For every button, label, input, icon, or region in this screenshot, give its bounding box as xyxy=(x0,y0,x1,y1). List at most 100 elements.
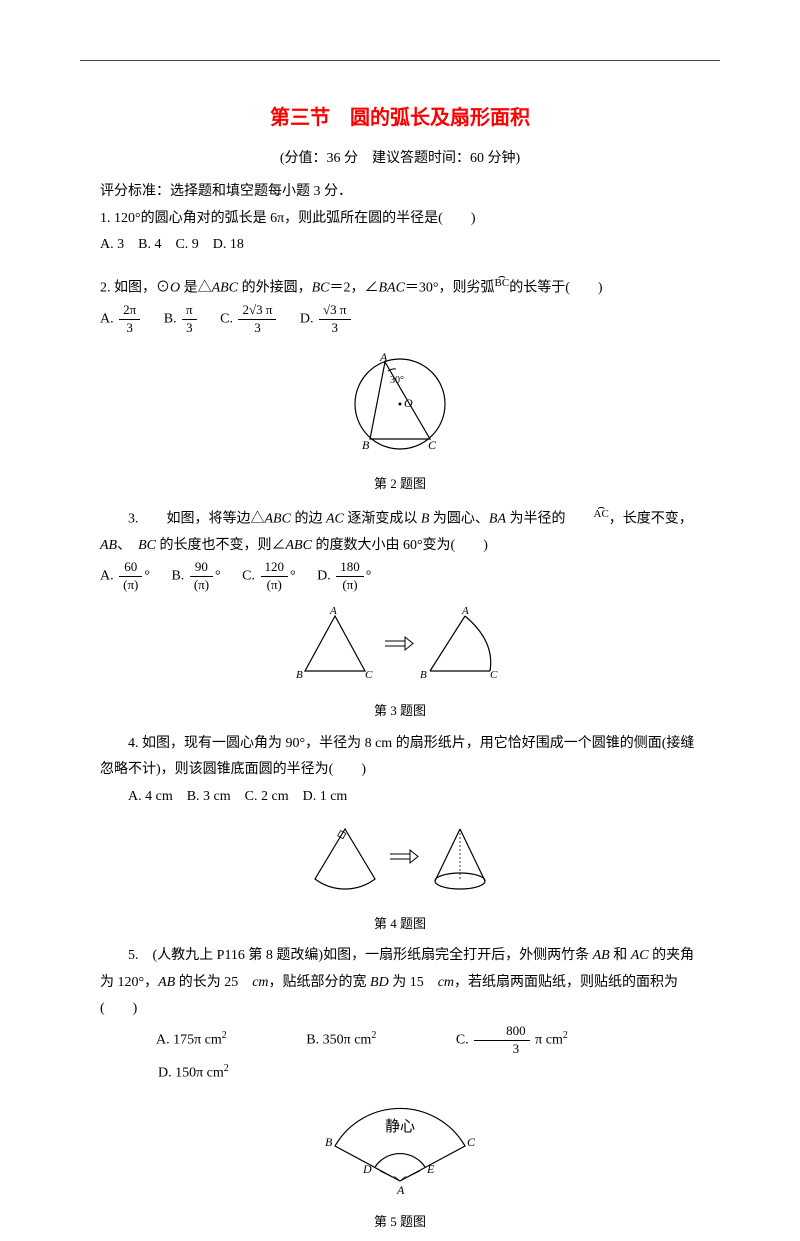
s: 2 xyxy=(563,1030,568,1041)
t: 的长等于( ) xyxy=(509,281,602,296)
d: (π) xyxy=(261,577,289,594)
section-title: 第三节 圆的弧长及扇形面积 xyxy=(100,100,700,136)
lA2: A xyxy=(461,606,469,617)
i: cm xyxy=(438,975,454,990)
lC2: C xyxy=(490,669,498,681)
i: AB xyxy=(593,948,610,963)
lO: O xyxy=(404,396,413,410)
top-rule xyxy=(80,60,720,61)
i: BC xyxy=(138,538,156,553)
dg: ° xyxy=(366,569,372,584)
n: 90 xyxy=(190,559,213,577)
q2-figure: A B C O 30° 第 2 题图 xyxy=(100,349,700,496)
i: AC xyxy=(631,948,649,963)
s: 2 xyxy=(371,1030,376,1041)
t: 5. (人教九上 P116 第 8 题改编)如图，一扇形纸扇完全打开后，外侧两竹… xyxy=(128,948,593,963)
q3-svg: A B C A B C xyxy=(290,606,510,686)
n: π xyxy=(182,302,197,320)
u: π cm xyxy=(535,1033,563,1048)
q4-cap: 第 4 题图 xyxy=(100,912,700,935)
lA: A xyxy=(329,606,337,617)
l: D. xyxy=(317,569,331,584)
d: (π) xyxy=(190,577,213,594)
l: A. xyxy=(100,569,114,584)
t: 2. 如图，⊙ xyxy=(100,281,170,296)
t: ＝2，∠ xyxy=(329,281,378,296)
lB: B xyxy=(362,438,370,452)
lA: A xyxy=(396,1183,405,1196)
t: 的度数大小由 60°变为( ) xyxy=(312,538,488,553)
q5-svg: 静心 B C D E A xyxy=(315,1101,485,1196)
q3-options: A. 60(π)° B. 90(π)° C. 120(π)° D. 180(π)… xyxy=(100,559,700,594)
fan-text: 静心 xyxy=(385,1118,415,1135)
lD: D xyxy=(362,1162,372,1176)
d: 3 xyxy=(119,320,140,337)
s: 2 xyxy=(224,1063,229,1074)
q3-figure: A B C A B C 第 3 题图 xyxy=(100,606,700,723)
n: 2π xyxy=(119,302,140,320)
i: O xyxy=(170,281,180,296)
arc: BC xyxy=(495,273,510,294)
t: 和 xyxy=(610,948,631,963)
l: A. xyxy=(100,312,114,327)
dg: ° xyxy=(290,569,296,584)
q2-options: A. 2π3 B. π3 C. 2√3 π3 D. √3 π3 xyxy=(100,302,700,337)
t: 为 15 xyxy=(389,975,438,990)
q2-text: 2. 如图，⊙O 是△ABC 的外接圆，BC＝2，∠BAC＝30°，则劣弧BC的… xyxy=(100,273,700,302)
l: D. 150π cm xyxy=(158,1065,224,1080)
n: √3 π xyxy=(319,302,350,320)
dg: ° xyxy=(144,569,150,584)
t: ，贴纸部分的宽 xyxy=(269,975,371,990)
t: 的外接圆， xyxy=(238,281,312,296)
lB2: B xyxy=(420,669,427,681)
d: 3 xyxy=(238,320,276,337)
l: D. xyxy=(300,312,314,327)
t: 为半径的 xyxy=(506,511,566,526)
i: BA xyxy=(489,511,506,526)
dg: ° xyxy=(215,569,221,584)
q2-cap: 第 2 题图 xyxy=(100,472,700,495)
t: 为圆心、 xyxy=(429,511,489,526)
page-content: 第三节 圆的弧长及扇形面积 (分值：36 分 建议答题时间：60 分钟) 评分标… xyxy=(100,100,700,1241)
s: 2 xyxy=(222,1030,227,1041)
i: AC xyxy=(326,511,344,526)
q5-cap: 第 5 题图 xyxy=(100,1210,700,1233)
l: B. xyxy=(171,569,184,584)
d: 3 xyxy=(319,320,350,337)
ang: 30° xyxy=(390,375,404,386)
lC: C xyxy=(467,1135,476,1149)
lB: B xyxy=(296,669,303,681)
lA: A xyxy=(379,350,388,364)
lC: C xyxy=(365,669,373,681)
rubric: 评分标准：选择题和填空题每小题 3 分． xyxy=(100,179,700,206)
lE: E xyxy=(426,1162,435,1176)
i: AB xyxy=(158,975,175,990)
q4-svg xyxy=(300,819,500,899)
i: BC xyxy=(312,281,330,296)
d: 3 xyxy=(474,1041,530,1058)
t: ，长度不变， xyxy=(609,511,693,526)
n: 120 xyxy=(261,559,289,577)
q4-figure: 第 4 题图 xyxy=(100,819,700,936)
i: ABC xyxy=(265,511,291,526)
q5-options: A. 175π cm2 B. 350π cm2 C. 8003 π cm2 D.… xyxy=(100,1023,700,1090)
score-time: (分值：36 分 建议答题时间：60 分钟) xyxy=(100,146,700,171)
q1-options: A. 3 B. 4 C. 9 D. 18 xyxy=(100,232,700,259)
t: 的边 xyxy=(291,511,326,526)
t: 的长为 25 xyxy=(175,975,252,990)
t: 、 xyxy=(117,538,138,553)
q3-line2: AB、 BC 的长度也不变，则∠ABC 的度数大小由 60°变为( ) xyxy=(100,533,700,560)
n: 60 xyxy=(119,559,142,577)
n: 800 xyxy=(474,1023,530,1041)
l: C. xyxy=(456,1033,469,1048)
q3-cap: 第 3 题图 xyxy=(100,699,700,722)
q4-options: A. 4 cm B. 3 cm C. 2 cm D. 1 cm xyxy=(100,784,700,811)
t: 是△ xyxy=(180,281,212,296)
l: C. xyxy=(220,312,233,327)
q5-text: 5. (人教九上 P116 第 8 题改编)如图，一扇形纸扇完全打开后，外侧两竹… xyxy=(100,943,700,1023)
i: ABC xyxy=(286,538,312,553)
i: cm xyxy=(252,975,268,990)
i: ABC xyxy=(212,281,238,296)
q5-figure: 静心 B C D E A 第 5 题图 xyxy=(100,1101,700,1233)
i: BAC xyxy=(378,281,404,296)
